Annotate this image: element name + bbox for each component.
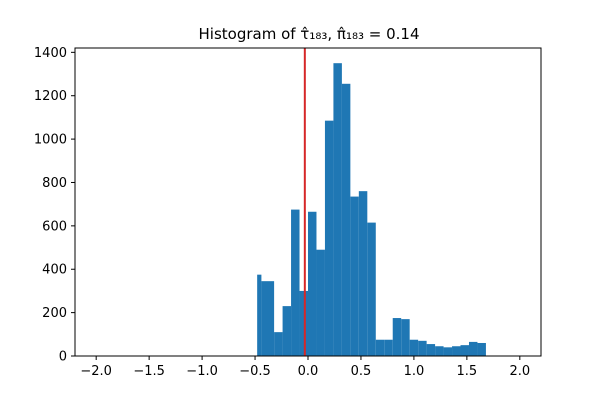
histogram-bar-2 <box>274 332 283 356</box>
histogram-bars <box>257 63 486 357</box>
histogram-bar-25 <box>468 341 478 356</box>
histogram-bar-15 <box>384 339 393 356</box>
histogram-bar-18 <box>409 339 419 356</box>
y-tick-label-1: 200 <box>42 306 67 321</box>
x-tick-label-8: 2.0 <box>509 364 530 379</box>
x-tick-label-3: −0.5 <box>239 364 271 379</box>
y-tick-label-3: 600 <box>42 219 67 234</box>
histogram-bar-12 <box>358 191 368 356</box>
histogram-bar-3 <box>282 306 292 356</box>
x-axis-ticks: −2.0 −1.5 −1.0 −0.5 0.0 0.5 1.0 1.5 2.0 <box>80 356 530 379</box>
x-tick-label-6: 1.0 <box>404 364 425 379</box>
histogram-bar-10 <box>341 83 351 357</box>
histogram-bar-20 <box>426 344 436 356</box>
histogram-bar-24 <box>460 345 469 356</box>
y-tick-label-4: 800 <box>42 176 67 191</box>
y-tick-label-7: 1400 <box>34 46 67 61</box>
histogram-bar-19 <box>418 340 427 356</box>
histogram-bar-1 <box>261 281 275 356</box>
y-tick-label-6: 1200 <box>34 89 67 104</box>
histogram-bar-0 <box>257 274 262 356</box>
histogram-bar-7 <box>316 249 325 356</box>
x-tick-label-4: 0.0 <box>298 364 319 379</box>
y-axis-ticks: 0 200 400 600 800 1000 1200 1400 <box>34 46 75 365</box>
histogram-bar-11 <box>350 196 359 356</box>
x-tick-label-2: −1.0 <box>186 364 218 379</box>
chart-title: Histogram of τ̂₁₈₃, π̂₁₈₃ = 0.14 <box>199 25 420 43</box>
histogram-bar-17 <box>401 319 410 356</box>
y-tick-label-5: 1000 <box>34 133 67 148</box>
histogram-bar-14 <box>375 339 385 356</box>
x-tick-label-1: −1.5 <box>133 364 165 379</box>
y-tick-label-2: 400 <box>42 263 67 278</box>
histogram-bar-4 <box>291 209 300 356</box>
y-tick-label-0: 0 <box>59 350 67 365</box>
x-tick-label-5: 0.5 <box>351 364 372 379</box>
histogram-bar-9 <box>333 63 342 356</box>
histogram-bar-26 <box>477 342 486 356</box>
histogram-bar-13 <box>367 222 376 356</box>
histogram-bar-6 <box>308 211 317 356</box>
histogram-bar-21 <box>435 346 444 356</box>
histogram-bar-23 <box>452 346 461 356</box>
histogram-bar-16 <box>392 318 402 356</box>
histogram-bar-22 <box>443 347 453 356</box>
x-tick-label-7: 1.5 <box>457 364 478 379</box>
histogram-bar-8 <box>324 120 334 356</box>
histogram-bar-5 <box>299 290 308 356</box>
x-tick-label-0: −2.0 <box>80 364 112 379</box>
